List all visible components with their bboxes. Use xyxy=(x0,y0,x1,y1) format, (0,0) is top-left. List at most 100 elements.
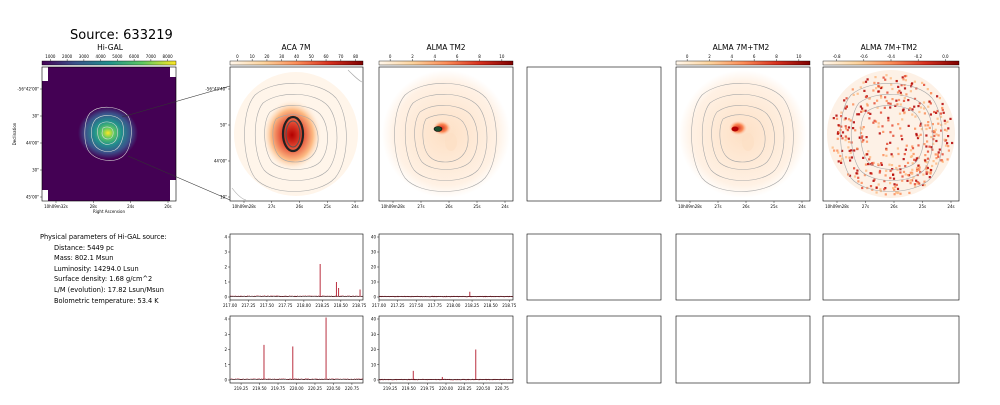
colorbar-higal xyxy=(41,60,177,66)
colorbar-combined-2 xyxy=(822,60,960,66)
noise-speckle xyxy=(928,126,931,129)
noise-speckle xyxy=(847,173,850,176)
noise-speckle xyxy=(850,156,854,159)
noise-speckle xyxy=(907,99,910,102)
noise-speckle xyxy=(863,174,866,177)
noise-speckle xyxy=(864,163,868,166)
colorbar-tick-label: 10 xyxy=(499,54,505,59)
image-ytick-label: -56°43'40" xyxy=(205,87,227,92)
noise-speckle xyxy=(909,171,912,174)
spectrum-xtick-label: 217.25 xyxy=(391,303,405,308)
noise-speckle xyxy=(872,179,875,182)
colorbar-tick-label: 6 xyxy=(456,54,459,59)
noise-speckle xyxy=(915,132,918,136)
noise-speckle xyxy=(921,81,924,84)
spectrum-ytick-label: 0 xyxy=(373,378,376,383)
colorbar-tick-label: 30 xyxy=(279,54,285,59)
noise-speckle xyxy=(918,168,921,171)
noise-speckle xyxy=(862,139,865,142)
noise-speckle xyxy=(932,142,935,145)
noise-speckle xyxy=(860,136,863,140)
image-xtick-label: 20s xyxy=(164,204,171,209)
image-xtick-label: 26s xyxy=(890,204,897,209)
noise-speckle xyxy=(930,146,933,149)
noise-speckle xyxy=(887,102,890,105)
noise-speckle xyxy=(882,130,885,133)
noise-speckle xyxy=(896,187,900,190)
noise-speckle xyxy=(917,144,920,147)
panel-title-combined: ALMA 7M+TM2 xyxy=(713,43,770,52)
aca-image xyxy=(229,66,364,202)
combined-2-image xyxy=(822,66,960,202)
colorbar-tick-label: 60 xyxy=(324,54,330,59)
image-xtick-label: 25s xyxy=(473,204,480,209)
image-ytick-label: 50" xyxy=(220,123,227,128)
noise-speckle xyxy=(935,111,938,114)
noise-speckle xyxy=(856,147,859,150)
noise-speckle xyxy=(925,167,928,170)
empty-spectrum-panel-6 xyxy=(822,315,960,384)
noise-speckle xyxy=(936,109,939,113)
noise-speckle xyxy=(937,151,940,154)
noise-speckle xyxy=(836,149,839,152)
noise-speckle xyxy=(905,144,908,147)
noise-speckle xyxy=(877,82,880,85)
noise-speckle xyxy=(862,126,865,129)
noise-speckle xyxy=(865,102,869,106)
noise-speckle xyxy=(919,124,922,127)
image-xtick-label: 10h09m28s xyxy=(232,204,256,209)
noise-speckle xyxy=(839,134,843,137)
noise-speckle xyxy=(869,112,872,115)
noise-speckle xyxy=(845,136,848,139)
noise-speckle xyxy=(935,157,938,160)
noise-speckle xyxy=(928,145,931,148)
noise-speckle xyxy=(849,119,852,122)
noise-speckle xyxy=(877,85,880,88)
colorbar-tick-label: 10 xyxy=(796,54,802,59)
noise-speckle xyxy=(949,117,952,120)
noise-speckle xyxy=(946,142,949,145)
noise-speckle xyxy=(926,140,929,143)
noise-speckle xyxy=(911,162,914,165)
colorbar-tick-label: 10 xyxy=(250,54,256,59)
noise-speckle xyxy=(908,191,911,194)
spectrum-xtick-label: 218.75 xyxy=(352,303,366,308)
noise-speckle xyxy=(923,83,926,86)
noise-speckle xyxy=(874,120,878,123)
noise-speckle xyxy=(938,97,941,100)
noise-speckle xyxy=(892,173,895,176)
noise-speckle xyxy=(878,171,881,174)
spectrum-xtick-label: 220.00 xyxy=(290,386,304,391)
noise-speckle xyxy=(832,117,835,120)
noise-speckle xyxy=(837,151,840,154)
image-xtick-label: 24s xyxy=(351,204,358,209)
spectra-panels: 217.00 217.25 217.50 217.75 218.00 218.25 218.… xyxy=(223,233,517,391)
noise-speckle xyxy=(877,183,880,186)
noise-speckle xyxy=(912,152,915,156)
noise-speckle xyxy=(869,185,873,188)
noise-speckle xyxy=(891,155,894,158)
noise-speckle xyxy=(861,135,864,138)
noise-speckle xyxy=(835,117,839,120)
noise-speckle xyxy=(904,165,907,168)
noise-speckle xyxy=(886,142,889,145)
spectrum-xtick-label: 219.50 xyxy=(253,386,267,391)
spectrum-ytick-label: 10 xyxy=(371,280,377,285)
noise-speckle xyxy=(901,118,904,121)
noise-speckle xyxy=(840,125,843,128)
spectrum-xtick-label: 217.00 xyxy=(223,303,237,308)
noise-speckle xyxy=(889,176,892,180)
noise-speckle xyxy=(883,188,886,191)
noise-speckle xyxy=(879,86,883,90)
noise-speckle xyxy=(860,110,863,113)
image-ytick-label: 44'00" xyxy=(26,141,39,146)
spectrum-xtick-label: 220.50 xyxy=(476,386,490,391)
noise-speckle xyxy=(925,127,928,131)
noise-speckle xyxy=(913,183,916,186)
noise-speckle xyxy=(898,112,902,115)
noise-speckle xyxy=(915,169,919,172)
colorbar-tm2 xyxy=(378,60,514,66)
noise-speckle xyxy=(875,87,878,90)
spectrum-ytick-label: 30 xyxy=(371,332,377,337)
spectrum-panel xyxy=(229,315,364,384)
